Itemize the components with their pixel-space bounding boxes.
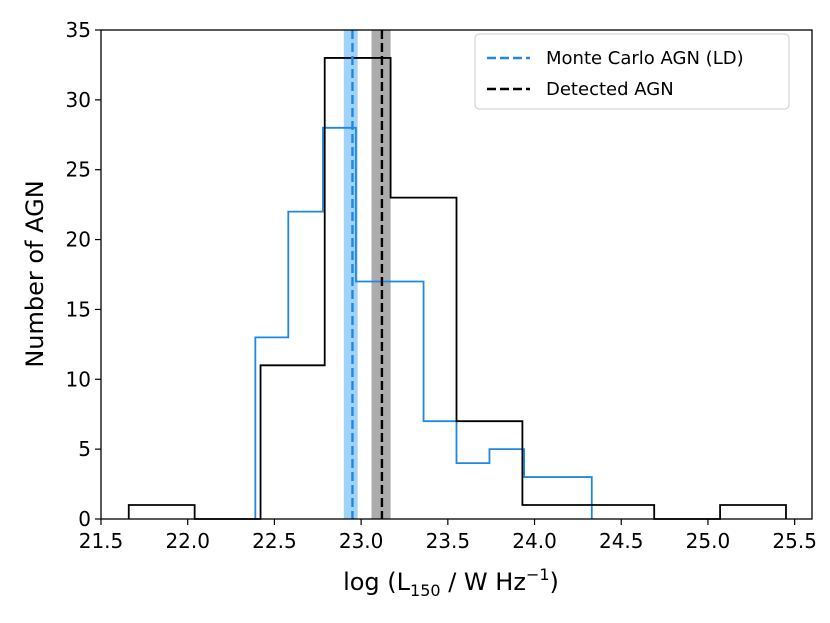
plot-frame [100,29,813,520]
x-tick-label: 22.5 [252,529,297,553]
legend: Monte Carlo AGN (LD) Detected AGN [474,33,790,110]
uncertainty-bands [343,30,391,519]
x-tick-label: 23.5 [426,529,471,553]
legend-box [474,33,790,110]
y-axis-label: Number of AGN [21,180,49,367]
monte-carlo-histogram [254,126,593,519]
x-axis-ticks: 21.5 22.0 22.5 23.0 23.5 24.0 24.5 25.0 25.5 [79,519,817,553]
x-tick-label: 24.5 [599,529,644,553]
median-lines [351,30,384,519]
y-tick-label: 35 [66,18,91,42]
y-tick-label: 30 [66,88,91,112]
x-tick-label: 23.0 [339,529,384,553]
y-tick-label: 10 [66,367,91,391]
x-tick-label: 24.0 [512,529,557,553]
x-tick-label: 25.0 [686,529,731,553]
y-tick-label: 0 [78,507,91,531]
x-tick-label: 21.5 [79,529,124,553]
x-tick-label: 22.0 [165,529,210,553]
legend-label-monte-carlo: Monte Carlo AGN (LD) [546,48,744,69]
detected-uncertainty-band [371,30,391,519]
monte-carlo-uncertainty-band [343,30,358,519]
x-axis-label-superscript: −1 [526,565,550,584]
x-axis-label-subscript: 150 [410,581,441,600]
x-axis-label: log (L150 / W Hz−1) [343,565,559,600]
histogram-series [127,57,787,520]
legend-label-detected: Detected AGN [546,79,674,100]
y-tick-label: 20 [66,228,91,252]
x-tick-label: 25.5 [772,529,817,553]
y-tick-label: 5 [78,437,91,461]
y-tick-label: 25 [66,158,91,182]
y-axis-ticks: 0 5 10 15 20 25 30 35 [66,18,101,531]
y-tick-label: 15 [66,297,91,321]
